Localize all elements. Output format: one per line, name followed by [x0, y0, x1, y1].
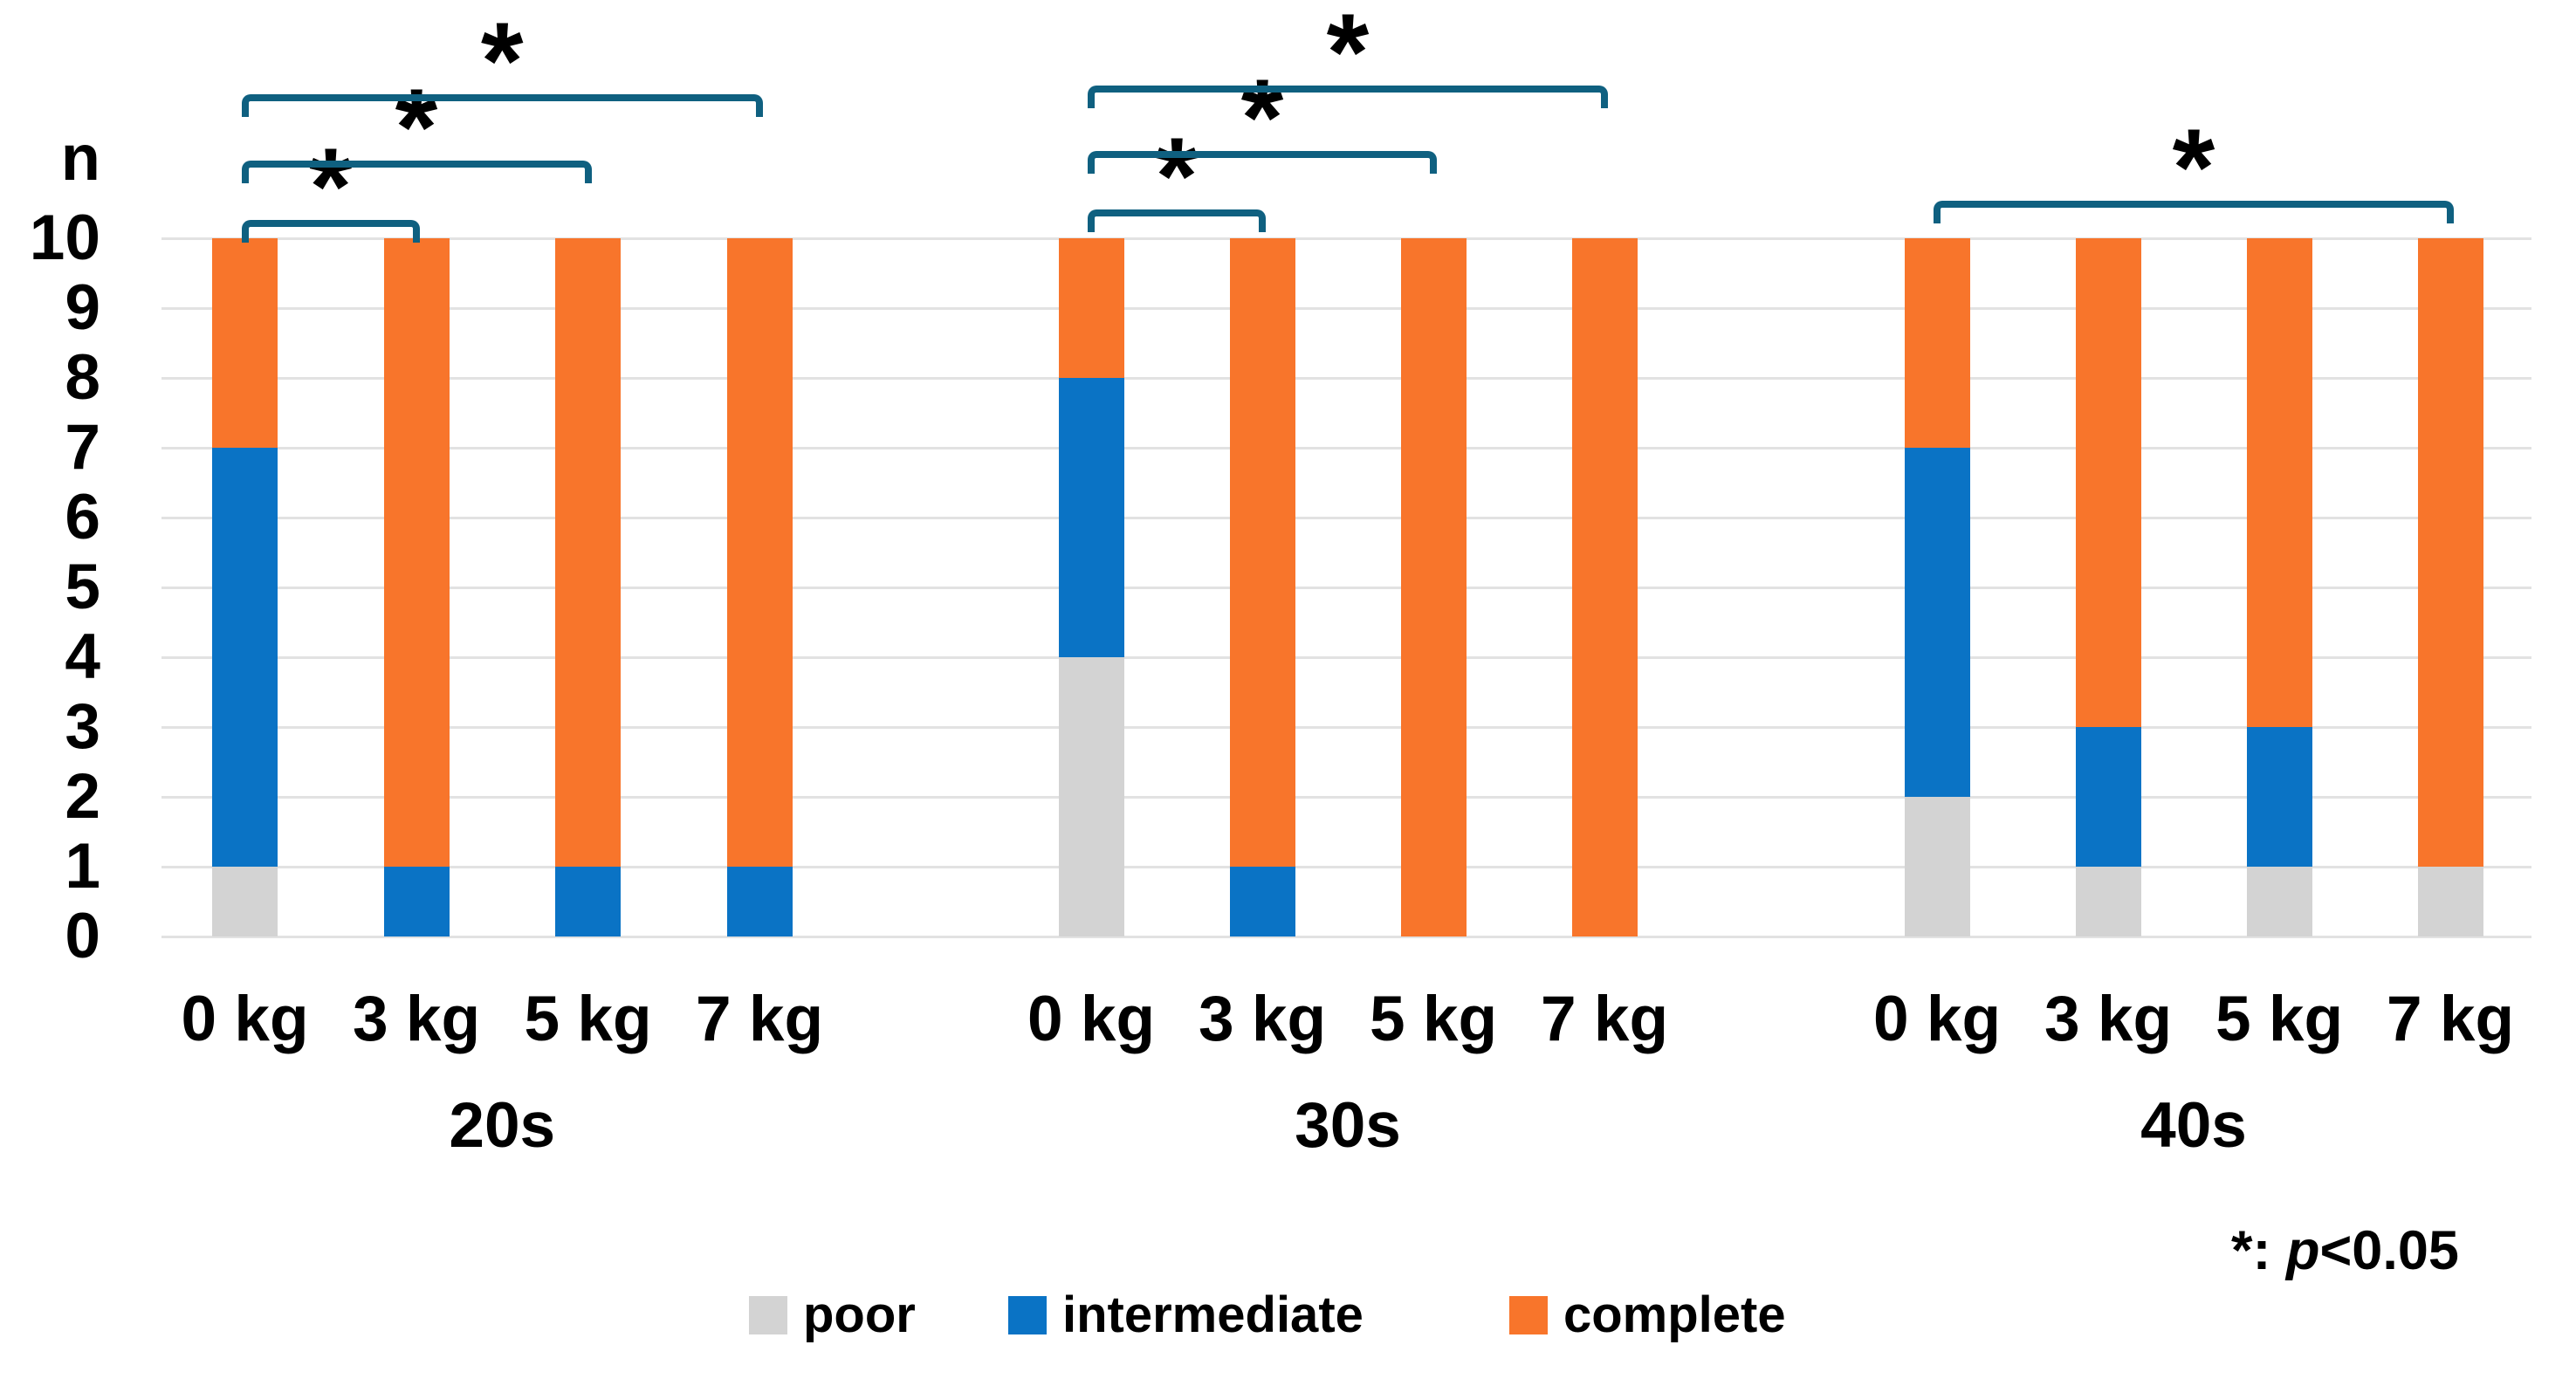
y-tick-label-0: 0	[65, 901, 100, 971]
bar-segment-intermediate	[726, 867, 793, 936]
y-tick-label-9: 9	[65, 272, 100, 343]
significance-asterisk-40s-0: *	[2172, 107, 2215, 229]
significance-asterisk-30s-1: *	[1240, 58, 1284, 179]
bar-segment-poor	[1058, 657, 1124, 936]
significance-asterisk-20s-1: *	[395, 67, 438, 189]
x-tick-label-30s-0kg: 0 kg	[1027, 984, 1156, 1054]
significance-asterisk-20s-2: *	[480, 1, 524, 122]
bar-segment-poor	[212, 867, 278, 936]
bar-segment-intermediate	[555, 867, 621, 936]
bar-segment-intermediate	[1904, 448, 1970, 797]
bar-segment-poor	[2246, 867, 2312, 936]
x-tick-label-40s-0kg: 0 kg	[1872, 984, 2002, 1054]
bar-segment-intermediate	[383, 867, 450, 936]
bar-segment-complete	[1904, 238, 1970, 448]
x-tick-label-40s-7kg: 7 kg	[2386, 984, 2515, 1054]
legend-swatch-intermediate	[1008, 1296, 1047, 1334]
legend-item-complete: complete	[1509, 1286, 1786, 1343]
bar-segment-poor	[2075, 867, 2141, 936]
gridline-4	[161, 656, 2531, 659]
bar-segment-complete	[726, 238, 793, 867]
x-tick-label-20s-3kg: 3 kg	[352, 984, 481, 1054]
significance-bracket-20s-0	[241, 220, 420, 243]
y-tick-label-5: 5	[65, 552, 100, 622]
x-tick-label-30s-7kg: 7 kg	[1540, 984, 1669, 1054]
bar-segment-poor	[1904, 797, 1970, 936]
bar-segment-intermediate	[1229, 867, 1295, 936]
significance-bracket-20s-2	[241, 94, 763, 117]
x-tick-label-20s-5kg: 5 kg	[524, 984, 652, 1054]
gridline-2	[161, 796, 2531, 799]
bar-segment-poor	[2417, 867, 2483, 936]
x-tick-label-40s-5kg: 5 kg	[2215, 984, 2344, 1054]
bar-segment-intermediate	[212, 448, 278, 867]
legend-item-intermediate: intermediate	[1008, 1286, 1364, 1343]
y-axis-title: n	[60, 121, 100, 194]
gridline-7	[161, 447, 2531, 449]
gridline-6	[161, 517, 2531, 519]
y-tick-label-8: 8	[65, 342, 100, 413]
y-tick-label-10: 10	[29, 202, 100, 273]
x-tick-label-40s-3kg: 3 kg	[2044, 984, 2173, 1054]
bar-segment-complete	[555, 238, 621, 867]
bar-segment-intermediate	[2246, 727, 2312, 867]
bar-segment-complete	[2075, 238, 2141, 727]
gridline-1	[161, 866, 2531, 868]
significance-note: *: p<0.05	[2231, 1220, 2459, 1281]
bar-segment-complete	[1571, 238, 1638, 936]
x-tick-label-30s-5kg: 5 kg	[1369, 984, 1498, 1054]
gridline-3	[161, 726, 2531, 729]
group-label-20s: 20s	[449, 1090, 556, 1161]
y-tick-label-2: 2	[65, 761, 100, 832]
significance-bracket-30s-2	[1088, 86, 1608, 108]
legend-item-poor: poor	[749, 1286, 916, 1343]
significance-bracket-20s-1	[241, 161, 592, 183]
bar-segment-complete	[212, 238, 278, 448]
gridline-10	[161, 237, 2531, 240]
group-label-30s: 30s	[1295, 1090, 1401, 1161]
legend-label-complete: complete	[1563, 1286, 1786, 1343]
significance-bracket-30s-0	[1088, 209, 1266, 232]
y-tick-label-1: 1	[65, 831, 100, 902]
legend-swatch-poor	[749, 1296, 787, 1334]
y-tick-label-3: 3	[65, 691, 100, 762]
significance-bracket-40s-0	[1934, 201, 2454, 223]
significance-note-suffix: <0.05	[2319, 1220, 2459, 1281]
bar-segment-intermediate	[2075, 727, 2141, 867]
bar-segment-complete	[383, 238, 450, 867]
bar-segment-complete	[1229, 238, 1295, 867]
bar-segment-intermediate	[1058, 378, 1124, 657]
x-tick-label-20s-0kg: 0 kg	[181, 984, 309, 1054]
significance-asterisk-20s-0: *	[309, 127, 353, 248]
bar-segment-complete	[1400, 238, 1467, 936]
bar-segment-complete	[2246, 238, 2312, 727]
legend-label-intermediate: intermediate	[1062, 1286, 1364, 1343]
significance-note-p: p	[2286, 1220, 2320, 1281]
gridline-0	[161, 936, 2531, 938]
significance-note-prefix: *:	[2231, 1220, 2286, 1281]
y-tick-label-6: 6	[65, 482, 100, 552]
legend-label-poor: poor	[803, 1286, 916, 1343]
bar-segment-complete	[1058, 238, 1124, 378]
bar-segment-complete	[2417, 238, 2483, 867]
legend-swatch-complete	[1509, 1296, 1548, 1334]
significance-asterisk-30s-2: *	[1326, 0, 1370, 113]
y-tick-label-7: 7	[65, 412, 100, 483]
gridline-8	[161, 377, 2531, 380]
x-tick-label-30s-3kg: 3 kg	[1198, 984, 1327, 1054]
gridline-9	[161, 307, 2531, 310]
group-label-40s: 40s	[2140, 1090, 2247, 1161]
significance-bracket-30s-1	[1088, 151, 1437, 174]
y-tick-label-4: 4	[65, 621, 100, 692]
significance-asterisk-30s-0: *	[1155, 116, 1199, 237]
gridline-5	[161, 587, 2531, 589]
x-tick-label-20s-7kg: 7 kg	[695, 984, 824, 1054]
